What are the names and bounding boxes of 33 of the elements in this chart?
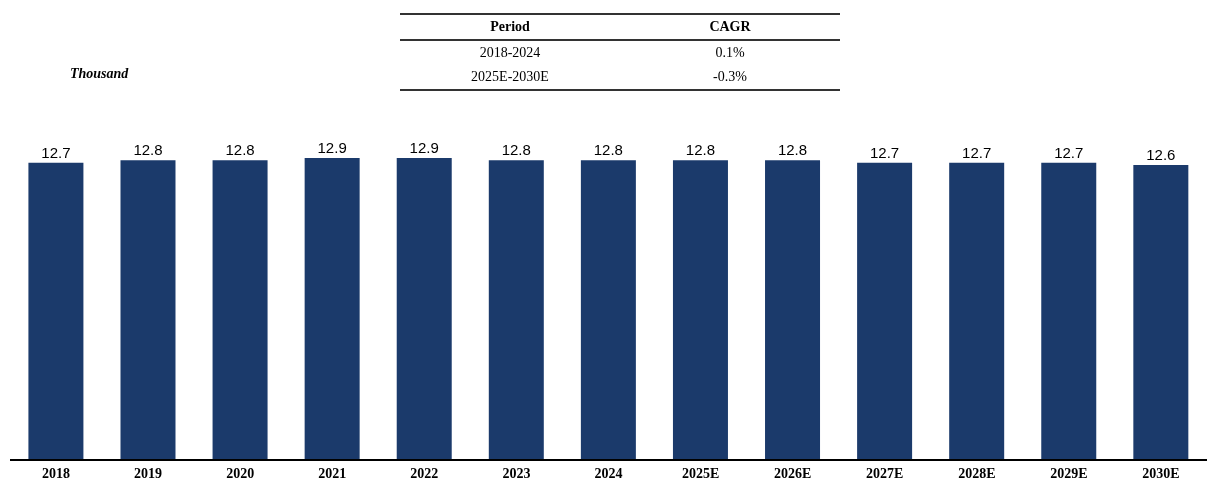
x-tick-label: 2020	[226, 465, 255, 481]
data-label: 12.6	[1146, 146, 1176, 164]
data-label: 12.8	[685, 141, 716, 159]
x-tick-label: 2024	[594, 465, 623, 481]
data-label: 12.8	[133, 141, 163, 159]
data-label: 12.8	[777, 141, 808, 159]
text: Period	[489, 18, 531, 36]
text: 0.1%	[714, 44, 746, 62]
x-tick-label: 2023	[502, 465, 531, 481]
data-label: 12.7	[1054, 143, 1084, 161]
data-label: 12.8	[225, 141, 255, 159]
text: CAGR	[708, 18, 752, 36]
data-label: 12.8	[593, 141, 623, 159]
x-tick-label: 2021	[318, 465, 347, 481]
x-tick-label: 2030E	[1142, 465, 1180, 481]
text: -0.3%	[712, 68, 748, 86]
text: 2018-2024	[478, 44, 542, 62]
data-label: 12.7	[41, 143, 71, 161]
text: Thousand	[70, 66, 129, 82]
data-label: 12.9	[317, 139, 347, 156]
data-label: 12.7	[962, 143, 992, 161]
x-tick-label: 2027E	[866, 465, 904, 481]
x-tick-label: 2019	[134, 465, 163, 481]
data-label: 12.7	[870, 143, 900, 161]
x-tick-label: 2018	[42, 465, 71, 481]
x-tick-label: 2029E	[1050, 465, 1088, 481]
text: 2025E-2030E	[470, 68, 550, 86]
x-tick-label: 2028E	[958, 465, 996, 481]
data-label: 12.8	[501, 141, 531, 159]
x-tick-label: 2026E	[773, 465, 812, 481]
x-tick-label: 2025E	[681, 465, 720, 481]
x-tick-label: 2022	[410, 465, 439, 481]
data-label: 12.9	[409, 139, 439, 156]
